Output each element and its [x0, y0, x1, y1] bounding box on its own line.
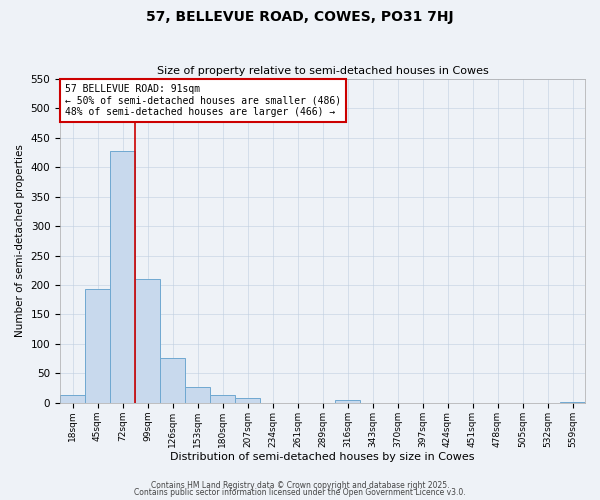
Bar — [110, 150, 135, 403]
Text: 57 BELLEVUE ROAD: 91sqm
← 50% of semi-detached houses are smaller (486)
48% of s: 57 BELLEVUE ROAD: 91sqm ← 50% of semi-de… — [65, 84, 341, 116]
Bar — [85, 289, 110, 403]
X-axis label: Distribution of semi-detached houses by size in Cowes: Distribution of semi-detached houses by … — [170, 452, 475, 462]
Text: Contains HM Land Registry data © Crown copyright and database right 2025.: Contains HM Land Registry data © Crown c… — [151, 480, 449, 490]
Bar — [60, 396, 85, 403]
Bar — [210, 396, 235, 403]
Text: 57, BELLEVUE ROAD, COWES, PO31 7HJ: 57, BELLEVUE ROAD, COWES, PO31 7HJ — [146, 10, 454, 24]
Bar — [560, 402, 585, 403]
Bar — [335, 400, 360, 403]
Bar — [185, 387, 210, 403]
Title: Size of property relative to semi-detached houses in Cowes: Size of property relative to semi-detach… — [157, 66, 488, 76]
Bar — [135, 278, 160, 403]
Text: Contains public sector information licensed under the Open Government Licence v3: Contains public sector information licen… — [134, 488, 466, 497]
Bar — [235, 398, 260, 403]
Bar — [160, 358, 185, 403]
Y-axis label: Number of semi-detached properties: Number of semi-detached properties — [15, 144, 25, 337]
